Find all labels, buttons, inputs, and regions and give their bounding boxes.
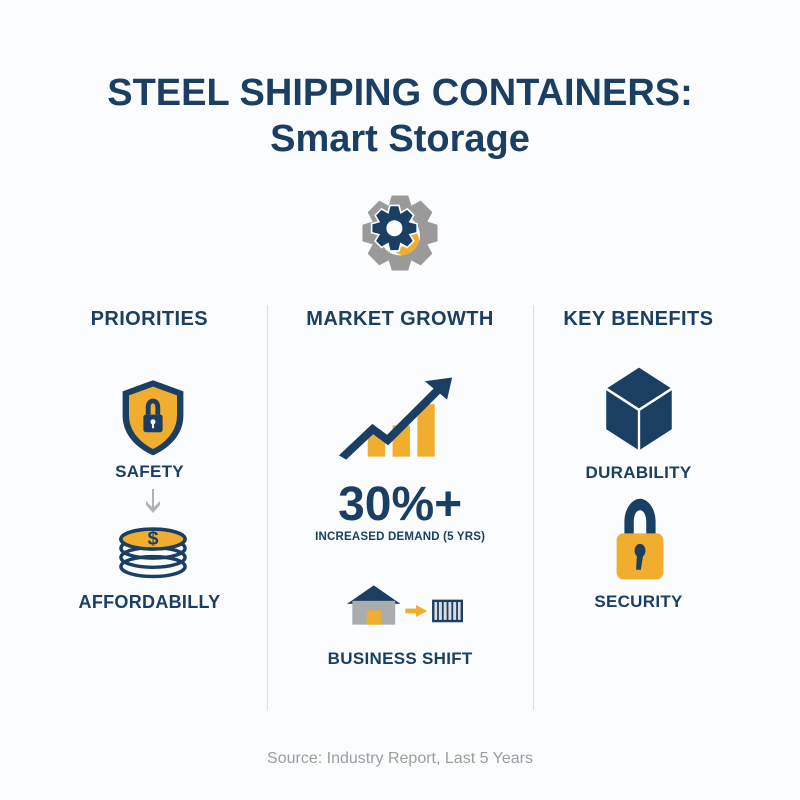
svg-text:$: $ — [147, 527, 158, 549]
